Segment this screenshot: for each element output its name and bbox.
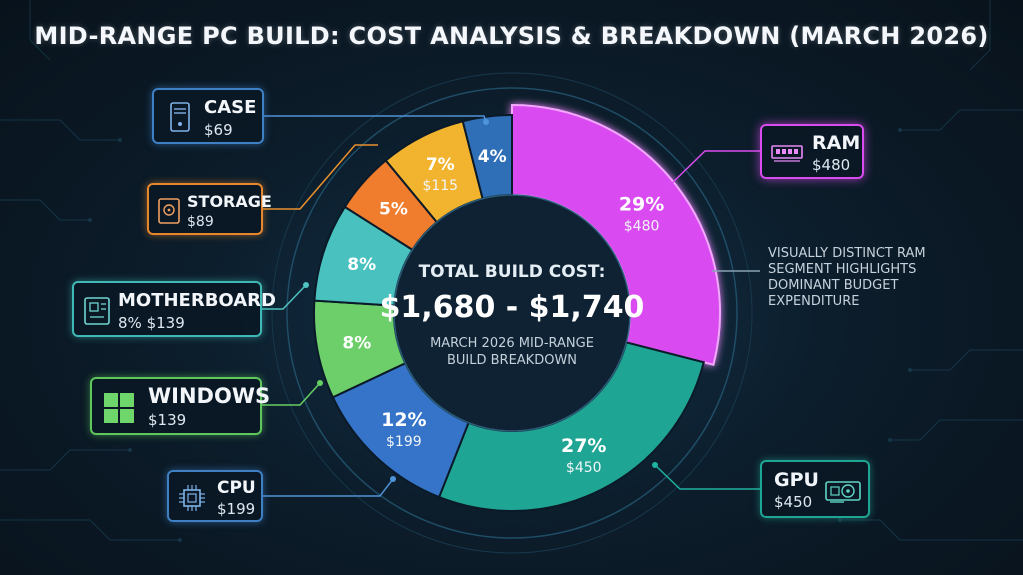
legend-ram-name: RAM [812, 132, 861, 154]
legend-cpu-name: CPU [217, 478, 256, 498]
page-title: MID-RANGE PC BUILD: COST ANALYSIS & BREA… [34, 22, 989, 50]
legend-case-name: CASE [204, 97, 257, 118]
legend-motherboard-value: 8% $139 [118, 314, 185, 332]
center-subtitle-2: BUILD BREAKDOWN [446, 353, 578, 368]
connector-case [264, 115, 487, 123]
connector-gpu [654, 464, 760, 490]
legend-motherboard-name: MOTHERBOARD [118, 290, 276, 311]
connector-storage [263, 144, 378, 210]
donut-hole [393, 194, 631, 432]
slice-label-percent-cpu: 12% [381, 409, 426, 431]
windows-logo-icon [104, 393, 134, 423]
slice-label-percent-gpu: 27% [561, 435, 606, 457]
pc-case-icon [170, 102, 190, 132]
legend-ram: RAM $480 [760, 124, 864, 179]
legend-windows-value: $139 [148, 411, 187, 429]
legend-windows-name: WINDOWS [148, 384, 271, 408]
slice-label-percent-windows: 8% [342, 334, 371, 354]
connector-dot-motherboard [303, 282, 309, 288]
legend-gpu-name: GPU [774, 469, 819, 491]
connector-dot-gpu [652, 462, 658, 468]
connector-dot-case [483, 119, 489, 125]
connector-motherboard [262, 284, 307, 310]
legend-case: CASE $69 [152, 88, 264, 144]
center-heading: TOTAL BUILD COST: [418, 262, 606, 282]
legend-storage: STORAGE $89 [147, 183, 272, 235]
legend-gpu-value: $450 [774, 493, 813, 511]
motherboard-icon [84, 297, 110, 325]
hard-drive-icon [158, 198, 180, 224]
slice-label-value-ram: $480 [624, 218, 660, 234]
slice-label-percent-case_blue: 4% [478, 147, 507, 167]
outer-ring-2 [271, 72, 753, 554]
center-amount: $1,680 - $1,740 [379, 290, 645, 325]
slice-label-percent-ram: 29% [619, 193, 664, 215]
legend-storage-name: STORAGE [187, 192, 272, 211]
connector-dot-ram [662, 187, 668, 193]
ram-stick-icon [771, 145, 803, 162]
legend-cpu-value: $199 [217, 500, 256, 518]
slice-label-value-gpu: $450 [566, 460, 602, 476]
connector-cpu [263, 478, 394, 497]
legend-case-value: $69 [204, 121, 233, 139]
legend-storage-value: $89 [187, 214, 214, 230]
legend-gpu: GPU $450 [760, 460, 870, 518]
center-subtitle-1: MARCH 2026 MID-RANGE [430, 336, 594, 351]
title-bar: MID-RANGE PC BUILD: COST ANALYSIS & BREA… [0, 0, 1023, 80]
legend-ram-value: $480 [812, 156, 851, 174]
slice-label-percent-storage: 5% [379, 200, 408, 220]
slice-label-value-case_yellow: $115 [422, 178, 458, 194]
slice-label-value-cpu: $199 [386, 434, 422, 450]
graphics-card-icon [825, 481, 861, 503]
connector-ram [664, 150, 760, 191]
legend-motherboard: MOTHERBOARD 8% $139 [72, 281, 276, 337]
outer-ring [286, 87, 738, 539]
slice-label-percent-motherboard: 8% [347, 255, 376, 275]
slice-label-percent-case_yellow: 7% [426, 155, 455, 175]
connector-windows [262, 382, 321, 406]
legend-windows: WINDOWS $139 [90, 377, 270, 435]
connector-dot-cpu [390, 476, 396, 482]
legend-cpu: CPU $199 [167, 470, 263, 522]
connector-dot-windows [317, 380, 323, 386]
ram-callout-note: VISUALLY DISTINCT RAM SEGMENT HIGHLIGHTS… [768, 246, 926, 309]
cpu-chip-icon [179, 485, 205, 511]
